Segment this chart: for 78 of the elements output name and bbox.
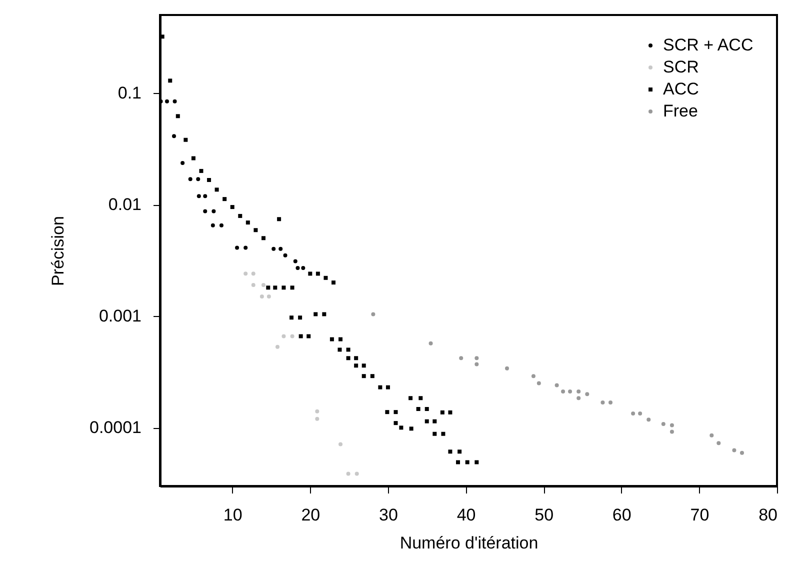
point (428, 341, 433, 346)
point (272, 246, 276, 251)
x-tick-label: 20 (301, 506, 320, 524)
y-tick-label: 0.1 (118, 83, 142, 102)
point (670, 430, 674, 434)
point (196, 177, 200, 182)
point (283, 253, 288, 258)
legend-label: ACC (663, 80, 699, 98)
x-tick-label: 30 (379, 506, 398, 524)
point (732, 448, 736, 452)
legend-label: SCR (663, 58, 699, 76)
point (244, 272, 248, 276)
point (244, 246, 248, 250)
point (315, 416, 320, 421)
point (212, 209, 216, 214)
point (275, 344, 280, 349)
point (196, 194, 201, 198)
point (716, 441, 721, 446)
point (296, 266, 300, 270)
point (710, 433, 714, 438)
point (210, 223, 215, 228)
y-axis-title: Précision (48, 216, 68, 286)
point (172, 134, 176, 138)
x-tick-label: 10 (223, 506, 242, 524)
point (474, 356, 479, 360)
point (235, 246, 240, 250)
point (576, 396, 581, 400)
point (251, 283, 256, 287)
y-tick-label: 0.001 (98, 306, 142, 326)
point (670, 423, 674, 428)
point (638, 411, 642, 416)
point (219, 223, 224, 228)
point (338, 442, 343, 446)
point (661, 422, 666, 426)
point (260, 294, 264, 298)
point (172, 99, 177, 104)
point (459, 356, 464, 360)
point (261, 283, 266, 287)
point (568, 389, 572, 394)
point (290, 334, 294, 338)
x-axis-title: Numéro d'itération (400, 534, 538, 552)
point (282, 334, 286, 338)
x-tick-label: 40 (456, 506, 476, 524)
point (631, 411, 636, 416)
legend-label: Free (663, 102, 698, 120)
x-tick-label: 50 (534, 506, 554, 524)
point (165, 99, 170, 104)
point (266, 294, 271, 298)
point (536, 381, 541, 386)
point (554, 383, 559, 388)
point (371, 312, 376, 316)
point (293, 259, 298, 264)
point (354, 472, 359, 476)
point (203, 209, 208, 214)
point (608, 400, 612, 405)
point (180, 160, 185, 165)
point (585, 392, 590, 396)
point (561, 389, 566, 394)
point (646, 418, 651, 422)
x-tick-label: 80 (758, 506, 778, 524)
point (301, 266, 306, 270)
point (315, 409, 320, 414)
point (505, 366, 510, 370)
legend-label: SCR + ACC (663, 36, 754, 54)
x-tick-label: 60 (612, 506, 632, 524)
point (251, 272, 256, 276)
x-tick-label: 70 (690, 506, 710, 524)
point (278, 246, 283, 251)
point (531, 374, 536, 378)
y-tick-label: 0.01 (108, 195, 142, 214)
point (576, 389, 581, 394)
y-tick-label: 0.0001 (90, 418, 142, 438)
point (346, 472, 350, 476)
point (474, 362, 479, 366)
point (600, 400, 605, 405)
point (188, 177, 192, 182)
point (203, 194, 208, 198)
point (740, 450, 744, 455)
